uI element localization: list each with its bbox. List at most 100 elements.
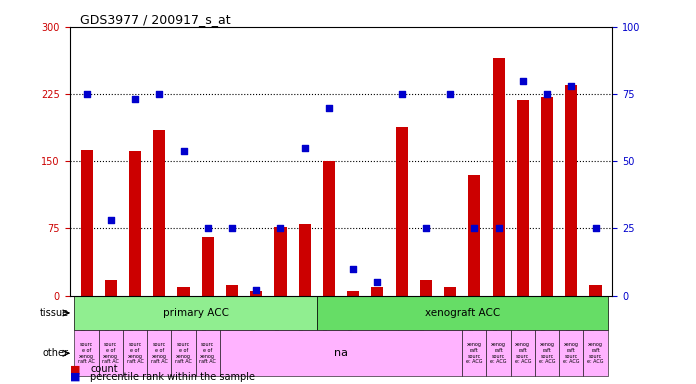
Point xyxy=(590,225,601,232)
Bar xyxy=(444,287,456,296)
FancyBboxPatch shape xyxy=(123,330,147,376)
Bar xyxy=(565,85,578,296)
Text: GSM718445: GSM718445 xyxy=(469,332,475,370)
Text: xenog
raft
sourc
e: ACG: xenog raft sourc e: ACG xyxy=(539,342,555,364)
Text: sourc
e of
xenog
raft AC: sourc e of xenog raft AC xyxy=(199,342,216,364)
Text: tissue: tissue xyxy=(40,308,69,318)
Text: GSM718440: GSM718440 xyxy=(106,332,111,370)
Text: GSM718437: GSM718437 xyxy=(155,332,159,370)
Point xyxy=(202,225,213,232)
Point xyxy=(129,96,141,103)
Point xyxy=(226,225,237,232)
Bar xyxy=(177,287,189,296)
Text: GSM718436: GSM718436 xyxy=(251,332,256,370)
FancyBboxPatch shape xyxy=(196,330,220,376)
Bar xyxy=(541,97,553,296)
FancyBboxPatch shape xyxy=(535,330,559,376)
FancyBboxPatch shape xyxy=(220,330,462,376)
Bar xyxy=(129,151,141,296)
FancyBboxPatch shape xyxy=(99,330,123,376)
Point xyxy=(493,225,504,232)
Bar xyxy=(81,150,93,296)
Text: xenog
raft
sourc
e: ACG: xenog raft sourc e: ACG xyxy=(587,342,603,364)
Text: GSM718441: GSM718441 xyxy=(300,332,305,370)
Point xyxy=(347,266,358,272)
Bar xyxy=(420,280,432,296)
Point xyxy=(324,104,335,111)
Text: other: other xyxy=(43,348,69,358)
Bar xyxy=(226,285,238,296)
Text: GSM718452: GSM718452 xyxy=(567,332,571,370)
FancyBboxPatch shape xyxy=(462,330,487,376)
FancyBboxPatch shape xyxy=(317,296,608,330)
Text: GSM718448: GSM718448 xyxy=(518,332,523,370)
FancyBboxPatch shape xyxy=(487,330,511,376)
Bar xyxy=(323,161,335,296)
Point xyxy=(372,279,383,285)
Bar xyxy=(153,130,166,296)
Text: GSM718434: GSM718434 xyxy=(203,332,207,370)
Bar xyxy=(516,100,529,296)
Text: count: count xyxy=(90,364,118,374)
FancyBboxPatch shape xyxy=(147,330,171,376)
Text: primary ACC: primary ACC xyxy=(163,308,228,318)
Text: xenog
raft
sourc
e: ACG: xenog raft sourc e: ACG xyxy=(490,342,507,364)
Text: GSM718453: GSM718453 xyxy=(590,332,596,370)
Bar xyxy=(299,224,310,296)
Bar xyxy=(468,175,480,296)
Text: GSM718438: GSM718438 xyxy=(81,332,86,370)
Point xyxy=(251,287,262,293)
Text: GSM718435: GSM718435 xyxy=(227,332,232,370)
Bar xyxy=(250,291,262,296)
Point xyxy=(566,83,577,89)
Bar xyxy=(202,237,214,296)
Point xyxy=(541,91,553,97)
Point xyxy=(445,91,456,97)
Point xyxy=(105,217,116,223)
Point xyxy=(154,91,165,97)
Text: ■: ■ xyxy=(70,364,80,374)
Text: sourc
e of
xenog
raft AC: sourc e of xenog raft AC xyxy=(78,342,95,364)
Text: sourc
e of
xenog
raft AC: sourc e of xenog raft AC xyxy=(175,342,192,364)
Text: GSM718442: GSM718442 xyxy=(130,332,135,370)
Bar xyxy=(274,227,287,296)
Text: sourc
e of
xenog
raft AC: sourc e of xenog raft AC xyxy=(127,342,143,364)
Text: xenog
raft
sourc
e: ACG: xenog raft sourc e: ACG xyxy=(466,342,482,364)
FancyBboxPatch shape xyxy=(74,296,317,330)
Point xyxy=(396,91,407,97)
Text: GSM718447: GSM718447 xyxy=(493,332,498,370)
Text: GSM718449: GSM718449 xyxy=(542,332,547,370)
Text: xenog
raft
sourc
e: ACG: xenog raft sourc e: ACG xyxy=(514,342,531,364)
Bar xyxy=(372,287,383,296)
Text: GSM718446: GSM718446 xyxy=(348,332,353,370)
Bar xyxy=(590,285,601,296)
FancyBboxPatch shape xyxy=(583,330,608,376)
Text: ■: ■ xyxy=(70,372,80,382)
Bar xyxy=(104,280,117,296)
FancyBboxPatch shape xyxy=(559,330,583,376)
FancyBboxPatch shape xyxy=(74,330,99,376)
Text: sourc
e of
xenog
raft AC: sourc e of xenog raft AC xyxy=(102,342,119,364)
Point xyxy=(469,225,480,232)
Text: xenog
raft
sourc
e: ACG: xenog raft sourc e: ACG xyxy=(563,342,580,364)
Text: GSM718451: GSM718451 xyxy=(397,332,402,369)
Text: xenograft ACC: xenograft ACC xyxy=(425,308,500,318)
Text: GSM718439: GSM718439 xyxy=(276,332,280,370)
Text: sourc
e of
xenog
raft AC: sourc e of xenog raft AC xyxy=(151,342,168,364)
Text: GSM718444: GSM718444 xyxy=(324,332,329,370)
Point xyxy=(517,78,528,84)
Text: GDS3977 / 200917_s_at: GDS3977 / 200917_s_at xyxy=(81,13,231,26)
Text: GSM718450: GSM718450 xyxy=(372,332,377,369)
Point xyxy=(178,147,189,154)
Text: percentile rank within the sample: percentile rank within the sample xyxy=(90,372,255,382)
Text: na: na xyxy=(334,348,348,358)
Point xyxy=(81,91,92,97)
Text: GSM718454: GSM718454 xyxy=(421,332,426,370)
Text: GSM718443: GSM718443 xyxy=(178,332,184,370)
FancyBboxPatch shape xyxy=(511,330,535,376)
Bar xyxy=(347,291,359,296)
Point xyxy=(275,225,286,232)
Bar xyxy=(493,58,505,296)
Text: GSM718455: GSM718455 xyxy=(445,332,450,369)
Bar xyxy=(395,127,408,296)
